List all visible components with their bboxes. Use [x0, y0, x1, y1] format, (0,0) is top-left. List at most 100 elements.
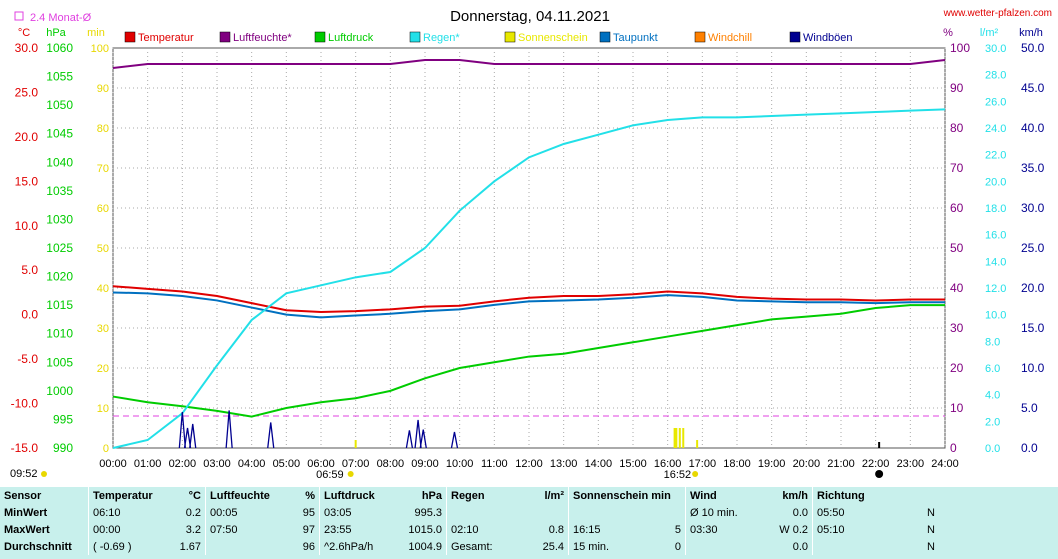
month-avg-icon — [14, 11, 24, 21]
sunrise-label: 06:59 — [316, 469, 344, 481]
tick-pressure: 1060 — [46, 41, 73, 55]
tick-humidity: 10 — [950, 401, 964, 415]
tick-x: 07:00 — [342, 458, 370, 470]
gust-spike — [414, 419, 422, 449]
legend-swatch — [694, 31, 706, 43]
tick-rain: 24.0 — [985, 123, 1006, 135]
legend: Temperatur Luftfeuchte* Luftdruck Regen* Son… — [124, 31, 853, 44]
sun-val: 0 — [674, 540, 681, 553]
tick-rain: 4.0 — [985, 390, 1000, 402]
sunset-icon — [692, 471, 699, 477]
temp-val: 0.2 — [185, 506, 201, 519]
tick-humidity: 80 — [950, 121, 964, 135]
series-temp-line — [112, 285, 945, 314]
tick-humidity: 50 — [950, 241, 964, 255]
sun-val — [657, 504, 686, 521]
hdr-temp: Temperatur — [88, 487, 167, 504]
gust-spike — [183, 427, 192, 449]
tick-x: 11:00 — [481, 458, 508, 470]
series-temp-line — [112, 291, 945, 319]
legend-entry: Taupunkt — [613, 32, 658, 44]
tick-x: 17:00 — [689, 458, 717, 470]
hdr-temp-unit: °C — [188, 489, 201, 502]
gust-spike — [405, 430, 414, 449]
hum-time — [205, 538, 289, 555]
tick-humidity: 90 — [950, 81, 964, 95]
dir-val: N — [927, 540, 935, 553]
wind-val: 0.0 — [792, 540, 808, 553]
tick-pressure: 1055 — [46, 70, 73, 84]
pres-time: 23:55 — [319, 521, 398, 538]
gust-spike — [225, 410, 233, 449]
hdr-rain: Regen — [446, 487, 520, 504]
dir-time: 05:10 — [812, 521, 921, 538]
rain-val: 0.8 — [548, 523, 564, 536]
hdr-sensor: Sensor — [4, 489, 42, 502]
grid — [112, 48, 946, 448]
sunrise-icon — [347, 471, 354, 477]
hdr-hum: Luftfeuchte — [205, 487, 289, 504]
legend-entry: Sonnenschein — [518, 32, 588, 44]
row-label: MaxWert — [4, 523, 50, 536]
gust-spike — [189, 423, 197, 449]
tick-rain: 6.0 — [985, 363, 1000, 375]
tick-rain: 22.0 — [985, 150, 1006, 162]
hdr-pres: Luftdruck — [319, 487, 398, 504]
tick-temp: -10.0 — [11, 397, 39, 411]
pres-val: 1015.0 — [408, 523, 442, 536]
dir-val: N — [927, 523, 935, 536]
moon-icon — [875, 470, 884, 478]
pres-time: 03:05 — [319, 504, 398, 521]
legend-entry: Regen* — [423, 32, 460, 44]
hdr-sun: Sonnenschein min — [568, 487, 686, 504]
stats-panel: Sensor Temperatur °C Luftfeuchte % Luftd… — [0, 487, 1058, 559]
tick-x: 10:00 — [446, 458, 474, 470]
unit-rain: l/m² — [980, 27, 999, 39]
tick-temp: 25.0 — [15, 85, 39, 99]
temp-val: 1.67 — [179, 540, 201, 553]
legend-entry: Temperatur — [138, 32, 194, 44]
tick-wind: 10.0 — [1021, 361, 1045, 375]
tick-wind: 25.0 — [1021, 241, 1045, 255]
tick-temp: -15.0 — [11, 441, 39, 455]
gust-spike — [450, 431, 459, 449]
sun-time — [567, 504, 657, 521]
tick-x: 02:00 — [169, 458, 197, 470]
rain-time — [446, 504, 520, 521]
tick-x: 01:00 — [134, 458, 162, 470]
legend-entry: Windböen — [803, 32, 853, 44]
stats-table: Sensor Temperatur °C Luftfeuchte % Luftd… — [0, 487, 939, 555]
hdr-rain-unit: l/m² — [544, 489, 564, 502]
tick-temp: -5.0 — [17, 352, 38, 366]
tick-humidity: 60 — [950, 201, 964, 215]
tick-x: 20:00 — [793, 458, 821, 470]
tick-x: 04:00 — [238, 458, 266, 470]
axis-labels: 30.0 25.0 20.0 15.0 10.0 5.0 0.0 -5.0 -10.0 -15.0… — [11, 27, 1045, 470]
tick-temp: 10.0 — [15, 219, 39, 233]
dir-time: 05:50 — [812, 504, 921, 521]
tick-pressure: 1010 — [46, 327, 73, 341]
gust-spike — [178, 411, 186, 449]
hdr-wind: Wind — [685, 487, 759, 504]
legend-swatch — [219, 31, 231, 43]
tick-wind: 40.0 — [1021, 121, 1045, 135]
website-link[interactable]: www.wetter-pfalzen.com — [943, 8, 1052, 19]
row-label: MinWert — [4, 506, 48, 519]
month-avg-label: 2.4 Monat-Ø — [30, 12, 92, 24]
temp-time: 06:10 — [88, 504, 167, 521]
tick-wind: 15.0 — [1021, 321, 1045, 335]
tick-wind: 30.0 — [1021, 201, 1045, 215]
tick-pressure: 1020 — [46, 270, 73, 284]
temp-val: 3.2 — [185, 523, 201, 536]
markers: 09:52 06:59 16:52 — [10, 442, 884, 481]
tick-pressure: 1015 — [46, 298, 73, 312]
tick-pressure: 1050 — [46, 98, 73, 112]
legend-entry: Windchill — [708, 32, 752, 44]
hum-time: 07:50 — [205, 521, 289, 538]
rain-val — [520, 504, 569, 521]
tick-minutes: 20 — [97, 363, 109, 375]
tick-pressure: 1005 — [46, 355, 73, 369]
tick-humidity: 0 — [950, 441, 957, 455]
tick-x: 13:00 — [550, 458, 578, 470]
hum-val: 97 — [302, 523, 315, 536]
